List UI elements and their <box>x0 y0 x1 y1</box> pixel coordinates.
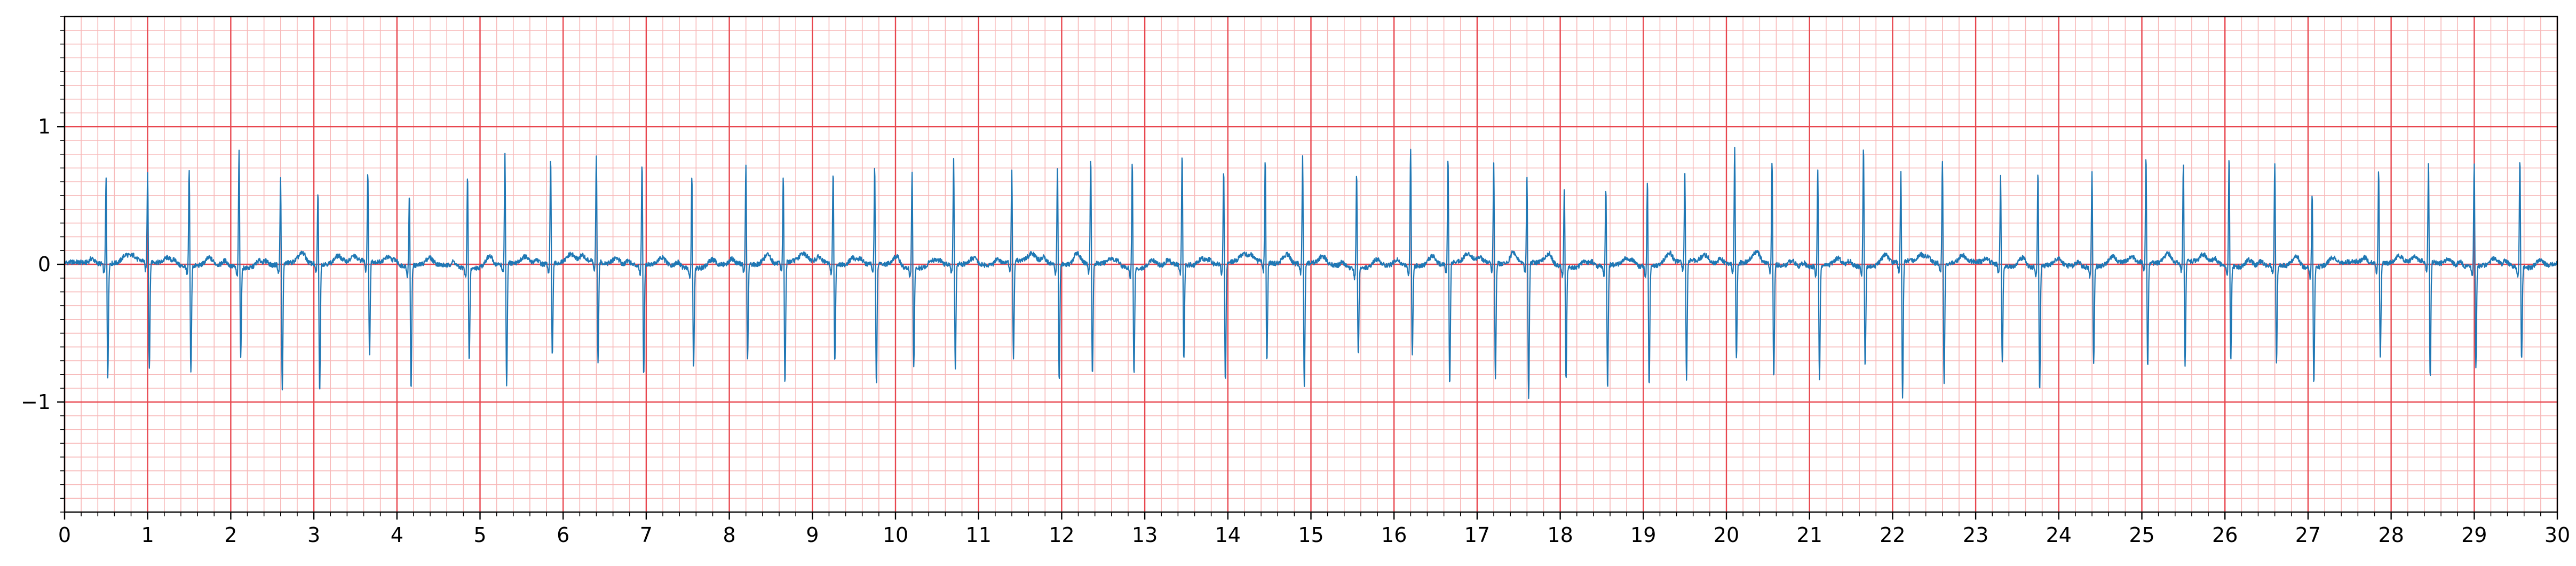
x-tick-label: 27 <box>2295 523 2321 547</box>
x-tick-label: 4 <box>391 523 403 547</box>
x-tick-label: 1 <box>141 523 154 547</box>
x-tick-label: 13 <box>1132 523 1158 547</box>
x-tick-label: 3 <box>307 523 320 547</box>
x-tick-label: 14 <box>1215 523 1241 547</box>
x-tick-label: 25 <box>2129 523 2154 547</box>
x-tick-label: 5 <box>473 523 486 547</box>
x-tick-label: 17 <box>1464 523 1490 547</box>
x-tick-label: 12 <box>1049 523 1074 547</box>
x-tick-label: 22 <box>1880 523 1905 547</box>
x-tick-label: 15 <box>1298 523 1323 547</box>
x-tick-label: 11 <box>966 523 992 547</box>
x-tick-label: 7 <box>640 523 653 547</box>
y-tick-label: −1 <box>21 390 51 414</box>
x-tick-label: 21 <box>1797 523 1822 547</box>
x-tick-label: 29 <box>2461 523 2487 547</box>
x-tick-label: 2 <box>224 523 237 547</box>
x-tick-label: 20 <box>1714 523 1739 547</box>
x-tick-label: 16 <box>1381 523 1407 547</box>
x-tick-label: 10 <box>883 523 908 547</box>
x-tick-label: 24 <box>2046 523 2072 547</box>
y-tick-label: 1 <box>38 115 51 138</box>
x-tick-label: 23 <box>1963 523 1988 547</box>
x-tick-label: 6 <box>557 523 569 547</box>
x-tick-label: 26 <box>2212 523 2238 547</box>
x-tick-label: 8 <box>723 523 736 547</box>
x-tick-label: 28 <box>2378 523 2404 547</box>
x-tick-label: 18 <box>1547 523 1573 547</box>
x-tick-label: 0 <box>58 523 71 547</box>
x-tick-label: 30 <box>2545 523 2570 547</box>
y-tick-label: 0 <box>38 253 51 276</box>
x-tick-label: 19 <box>1630 523 1656 547</box>
x-tick-label: 9 <box>806 523 819 547</box>
